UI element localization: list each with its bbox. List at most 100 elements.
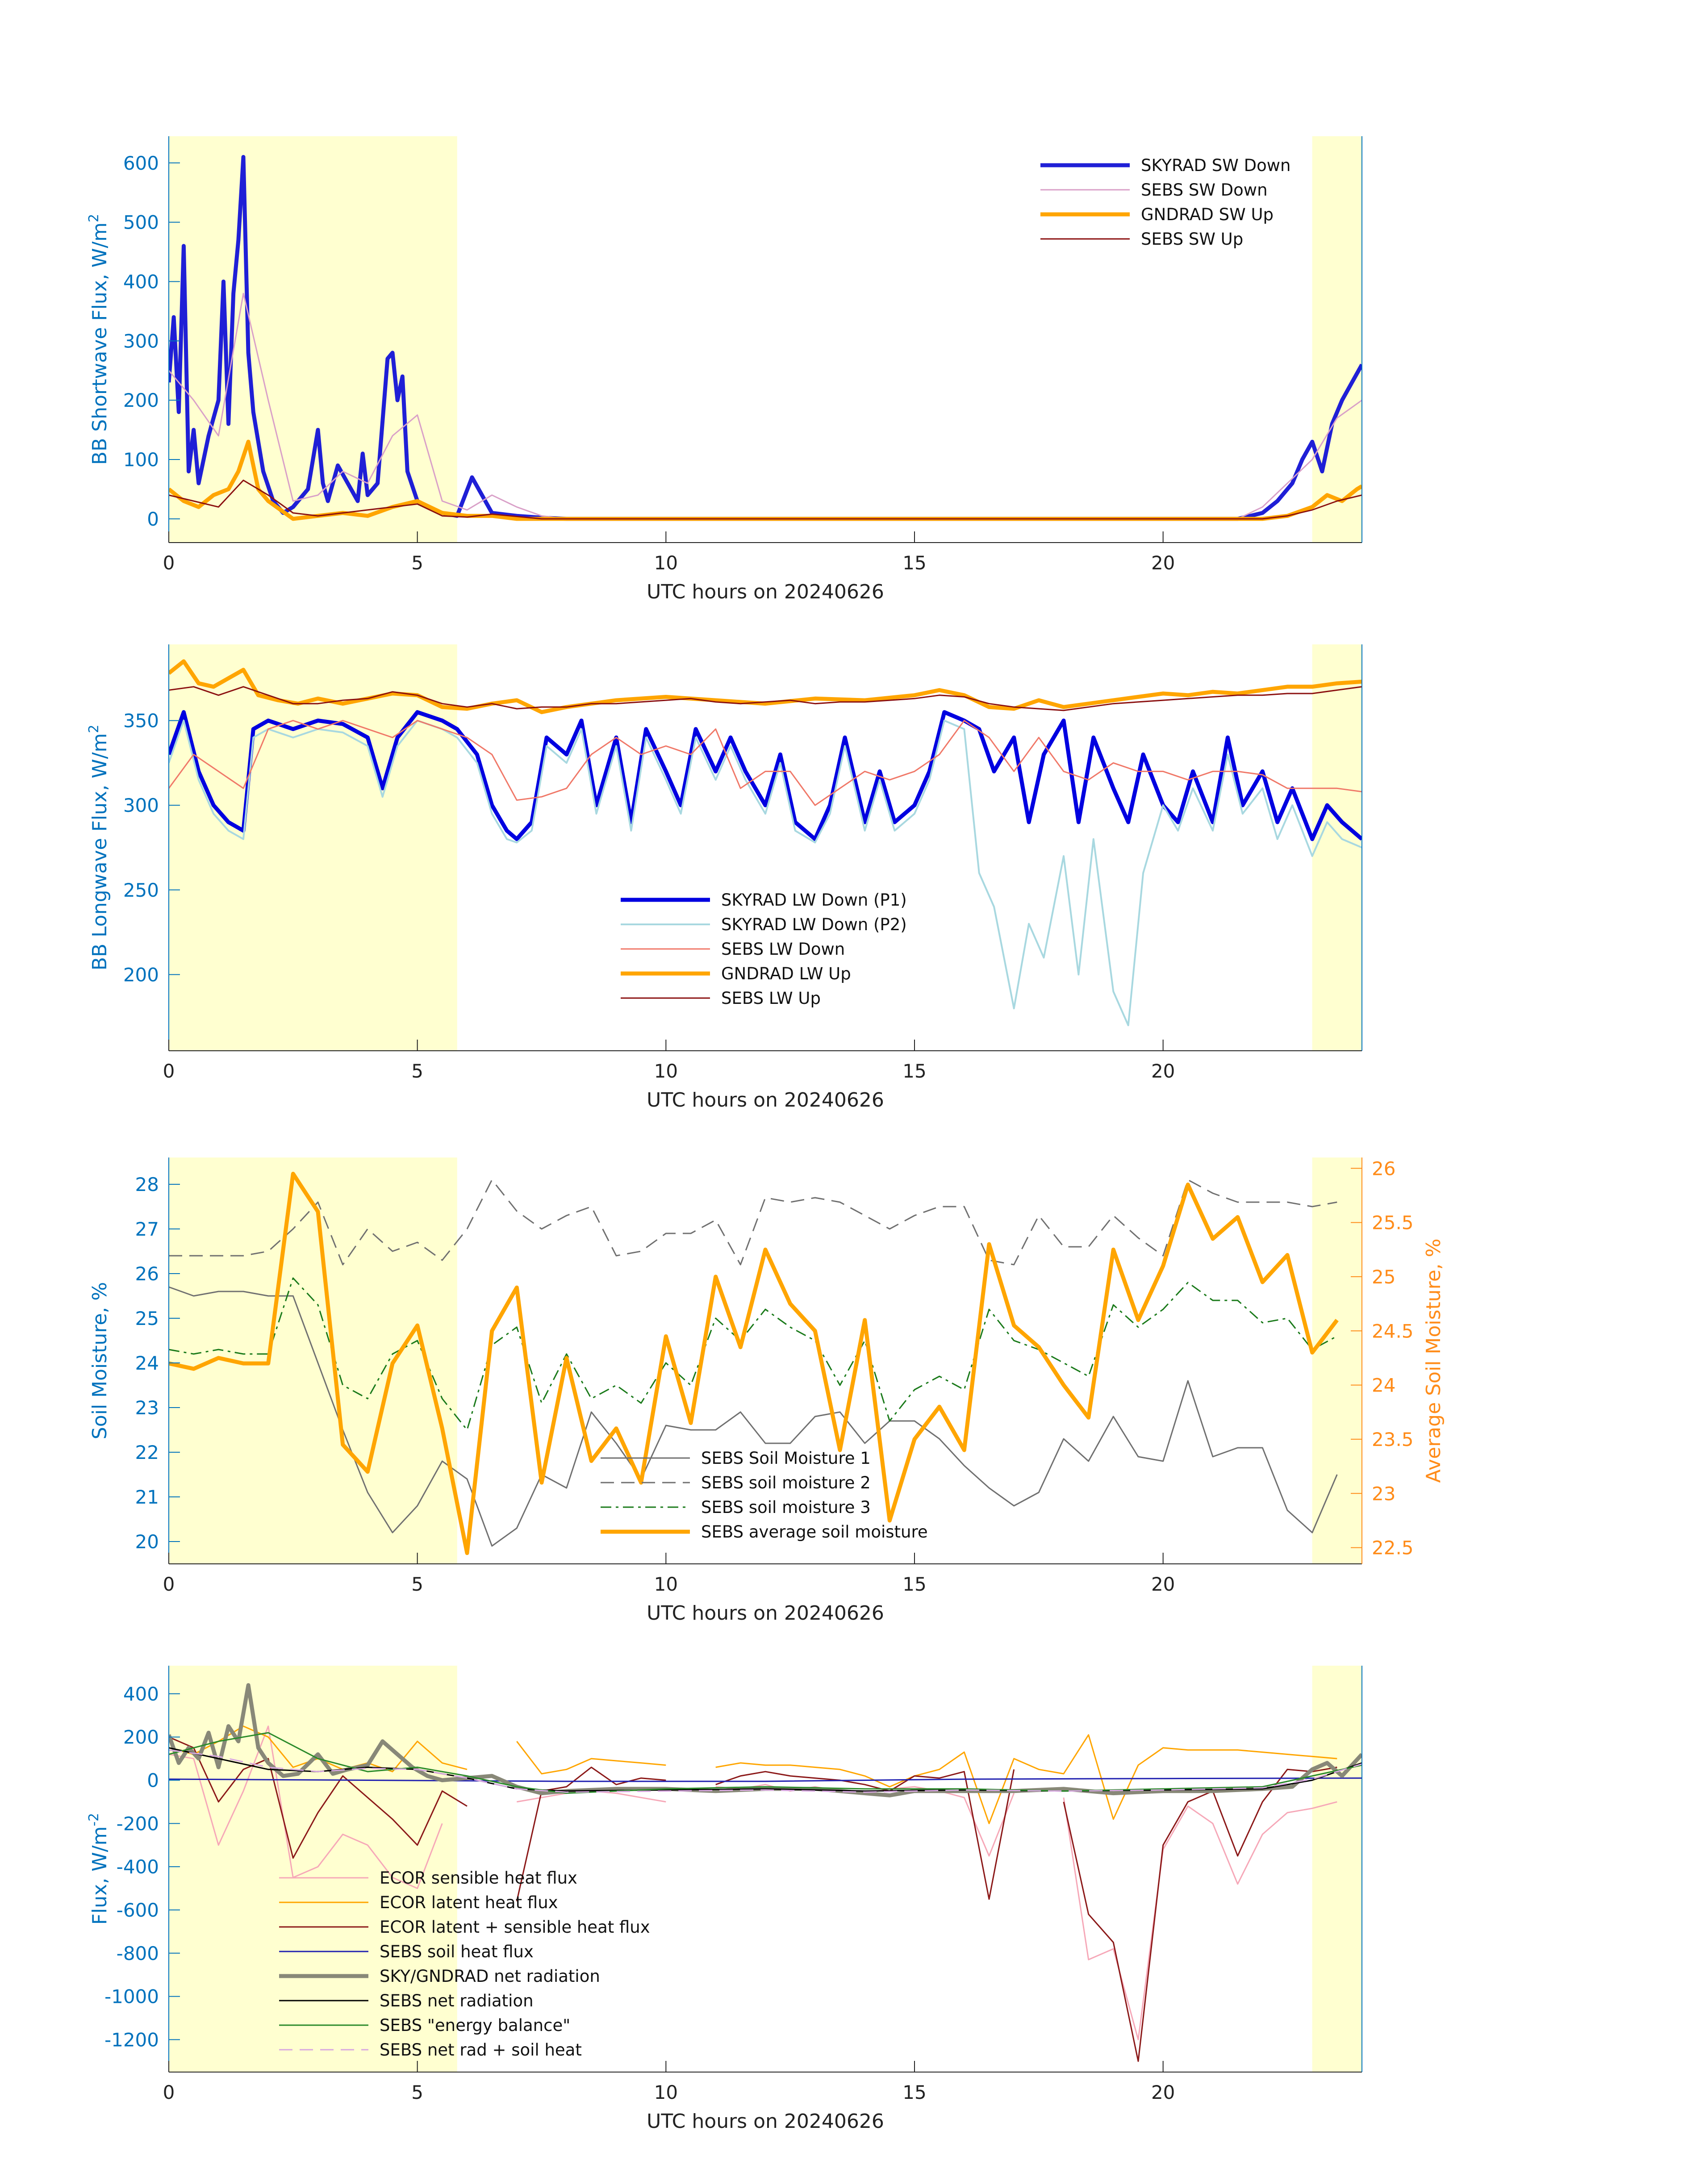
- x-axis-label: UTC hours on 20240626: [647, 2110, 884, 2133]
- y-right-tick-label: 25: [1372, 1266, 1395, 1288]
- chart-panel-3: 0 5 10 15 20 UTC hours on 20240626 20 21 22 23 24 2…: [88, 1157, 1445, 1625]
- series-line-3: [169, 720, 1362, 806]
- series-line-4: [169, 480, 1362, 520]
- y-tick-label: 21: [135, 1486, 159, 1508]
- chart-panel-1: 0 5 10 15 20 UTC hours on 20240626 0 100 200 300 4…: [86, 136, 1362, 603]
- legend-entry: SEBS SW Up: [1141, 230, 1243, 249]
- series-line-2: [169, 1179, 1337, 1266]
- y-right-tick-label: 24: [1372, 1375, 1395, 1396]
- legend-entry: ECOR latent + sensible heat flux: [380, 1918, 650, 1937]
- series-line-3: [169, 1277, 1338, 1431]
- y-tick-label: 0: [147, 1770, 159, 1792]
- night-shading-band: [1312, 644, 1362, 1051]
- x-tick-label: 0: [163, 552, 175, 574]
- y-axis-label: Flux, W/m-2: [86, 1813, 111, 1925]
- legend-entry: GNDRAD LW Up: [721, 964, 851, 983]
- y-right-tick-label: 24.5: [1372, 1320, 1414, 1342]
- y-tick-label: -200: [117, 1813, 159, 1834]
- x-tick-label: 15: [902, 1060, 926, 1082]
- night-shading-band: [169, 136, 457, 543]
- y-tick-label: 350: [123, 710, 159, 732]
- x-tick-label: 5: [411, 1060, 423, 1082]
- legend-entry: SKYRAD LW Down (P2): [721, 915, 907, 934]
- series-line-1: [169, 1286, 1338, 1547]
- legend-entry: ECOR latent heat flux: [380, 1893, 558, 1912]
- y-tick-label: -600: [117, 1899, 159, 1921]
- legend-entry: SEBS soil moisture 2: [701, 1473, 871, 1492]
- y-tick-label: 500: [123, 212, 159, 234]
- y-tick-label: 0: [147, 508, 159, 530]
- y-axis-label-superscript: 2: [86, 214, 102, 222]
- y-axis-label-text: BB Longwave Flux, W/m: [88, 733, 111, 971]
- legend-entry: SEBS soil moisture 3: [701, 1498, 871, 1517]
- legend-entry: SKYRAD LW Down (P1): [721, 890, 907, 910]
- x-tick-label: 5: [411, 2081, 423, 2103]
- y-tick-label: 20: [135, 1531, 159, 1553]
- x-tick-label: 15: [902, 1573, 926, 1595]
- x-tick-label: 20: [1151, 1573, 1175, 1595]
- series-line-4: [169, 1777, 1362, 1782]
- y-axis-label-text: BB Shortwave Flux, W/m: [88, 222, 111, 465]
- legend-entry: SEBS net rad + soil heat: [380, 2040, 582, 2060]
- legend-entry: SEBS SW Down: [1141, 180, 1268, 200]
- legend: SKYRAD LW Down (P1) SKYRAD LW Down (P2) SE…: [621, 890, 907, 1008]
- x-axis-label: UTC hours on 20240626: [647, 1089, 884, 1111]
- y-tick-label: -1000: [104, 1986, 159, 2008]
- y-tick-label: -800: [117, 1943, 159, 1964]
- y-right-tick-label: 25.5: [1372, 1212, 1414, 1234]
- x-tick-label: 10: [654, 2081, 678, 2103]
- x-tick-label: 5: [411, 1573, 423, 1595]
- legend-entry: SKYRAD SW Down: [1141, 156, 1290, 175]
- series-line-7: [169, 1732, 1362, 1794]
- legend-entry: GNDRAD SW Up: [1141, 205, 1274, 224]
- y-axis-label: BB Shortwave Flux, W/m2: [86, 214, 111, 465]
- legend: SKYRAD SW Down SEBS SW Down GNDRAD SW Up SE…: [1040, 156, 1290, 249]
- y-tick-label: 300: [123, 330, 159, 352]
- y-tick-label: 22: [135, 1442, 159, 1463]
- y-tick-label: 26: [135, 1263, 159, 1285]
- series-line-2: [169, 292, 1362, 520]
- series-line-4: [169, 1171, 1339, 1555]
- y-axis-label-superscript: 2: [86, 725, 102, 733]
- series-line-5: [169, 1683, 1362, 1797]
- x-axis-label: UTC hours on 20240626: [647, 581, 884, 603]
- y-right-tick-label: 23: [1372, 1483, 1395, 1504]
- x-tick-label: 0: [163, 1060, 175, 1082]
- night-shading-band: [1312, 1157, 1362, 1564]
- y-tick-label: 100: [123, 449, 159, 471]
- x-tick-label: 0: [163, 2081, 175, 2103]
- legend: ECOR sensible heat flux ECOR latent heat …: [279, 1868, 650, 2060]
- x-axis-label: UTC hours on 20240626: [647, 1602, 884, 1625]
- y-tick-label: 200: [123, 1726, 159, 1748]
- x-tick-label: 20: [1151, 552, 1175, 574]
- legend-entry: SEBS soil heat flux: [380, 1942, 534, 1961]
- y-tick-label: 28: [135, 1174, 159, 1195]
- x-tick-label: 10: [654, 1573, 678, 1595]
- legend-entry: SEBS net radiation: [380, 1991, 534, 2010]
- y-tick-label: 24: [135, 1352, 159, 1374]
- legend-entry: SKY/GNDRAD net radiation: [380, 1967, 600, 1986]
- series-line-8: [169, 1749, 1362, 1793]
- x-tick-label: 20: [1151, 2081, 1175, 2103]
- legend-entry: SEBS "energy balance": [380, 2016, 570, 2035]
- legend-entry: ECOR sensible heat flux: [380, 1868, 577, 1888]
- x-tick-label: 0: [163, 1573, 175, 1595]
- series-line-5: [169, 686, 1362, 711]
- chart-panel-2: 0 5 10 15 20 UTC hours on 20240626 200 250 300 35…: [86, 644, 1362, 1111]
- x-tick-label: 10: [654, 552, 678, 574]
- legend-entry: SEBS Soil Moisture 1: [701, 1449, 871, 1468]
- y-tick-label: 600: [123, 152, 159, 174]
- legend-entry: SEBS average soil moisture: [701, 1522, 928, 1542]
- x-tick-label: 5: [411, 552, 423, 574]
- y-tick-label: 400: [123, 1683, 159, 1705]
- night-shading-band: [1312, 136, 1362, 543]
- y-tick-label: -400: [117, 1856, 159, 1878]
- y-tick-label: 25: [135, 1308, 159, 1329]
- y-axis-label: Soil Moisture, %: [88, 1282, 111, 1439]
- legend-entry: SEBS LW Up: [721, 989, 821, 1008]
- y-tick-label: 250: [123, 879, 159, 901]
- x-tick-label: 20: [1151, 1060, 1175, 1082]
- y-axis-label: BB Longwave Flux, W/m2: [86, 725, 111, 971]
- y-tick-label: 23: [135, 1397, 159, 1419]
